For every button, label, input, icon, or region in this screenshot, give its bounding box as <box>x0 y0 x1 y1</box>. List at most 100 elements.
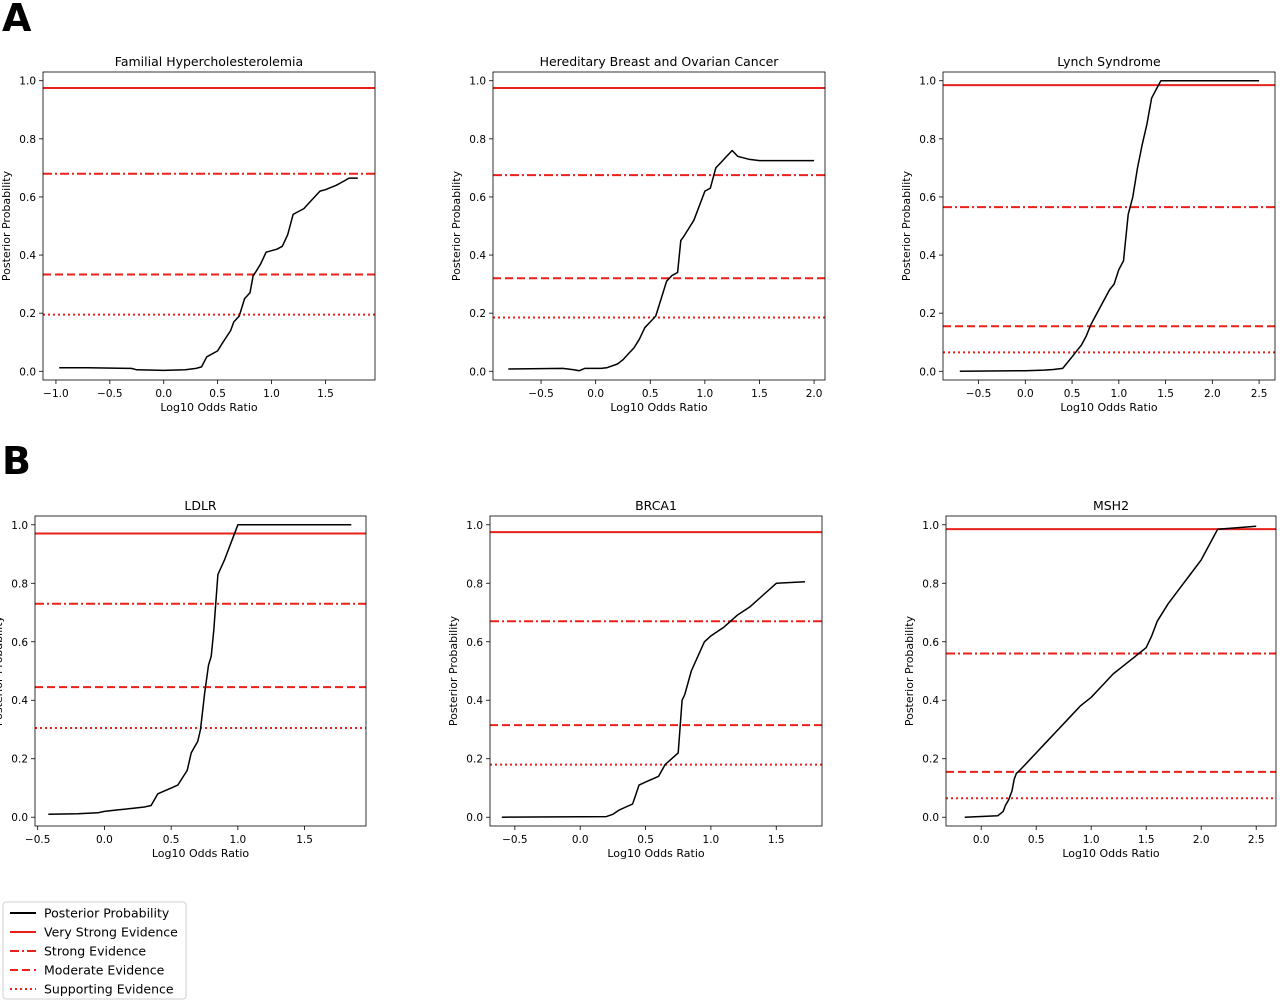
y-tick-label: 1.0 <box>919 76 936 88</box>
x-tick-label: 0.5 <box>1028 834 1045 846</box>
x-tick-label: 1.0 <box>263 388 280 400</box>
x-tick-label: 1.0 <box>230 834 247 846</box>
y-tick-label: 0.0 <box>19 366 36 378</box>
plot-frame <box>42 71 376 381</box>
plot-frame <box>489 515 823 827</box>
panel-letter-a: A <box>2 0 32 40</box>
x-tick-label: 0.5 <box>642 388 659 400</box>
y-tick-label: 0.4 <box>922 695 939 707</box>
x-tick-label: 0.0 <box>587 388 604 400</box>
x-tick-label: 1.5 <box>296 834 313 846</box>
posterior-probability-line <box>959 79 1260 373</box>
x-tick-label: 1.5 <box>317 388 334 400</box>
x-tick-label: 0.0 <box>155 388 172 400</box>
y-tick-label: 0.8 <box>922 578 939 590</box>
x-tick-label: 1.5 <box>768 834 785 846</box>
x-axis-label: Log10 Odds Ratio <box>610 401 708 414</box>
chart-title: LDLR <box>184 498 217 513</box>
y-tick-label: 0.4 <box>11 695 28 707</box>
x-tick-label: −0.5 <box>502 834 528 846</box>
y-tick-label: 0.4 <box>19 250 36 262</box>
y-tick-label: 0.0 <box>919 366 936 378</box>
y-tick-label: 0.2 <box>469 308 486 320</box>
x-tick-label: 2.5 <box>1248 834 1265 846</box>
x-tick-label: 1.5 <box>1138 834 1155 846</box>
y-axis-label: Posterior Probability <box>0 170 13 281</box>
y-tick-label: 0.6 <box>919 192 936 204</box>
x-tick-label: 2.5 <box>1251 388 1268 400</box>
y-tick-label: 1.0 <box>469 76 486 88</box>
x-tick-label: 1.0 <box>697 388 714 400</box>
charts-layer: Familial Hypercholesterolemia −1.0 −0.5 0.0… <box>0 54 1277 860</box>
x-tick-label: 1.5 <box>751 388 768 400</box>
legend-label: Strong Evidence <box>44 944 146 959</box>
posterior-probability-line <box>59 177 358 372</box>
chart-1: Familial Hypercholesterolemia −1.0 −0.5 0.0… <box>0 54 376 414</box>
chart-title: Familial Hypercholesterolemia <box>115 54 303 69</box>
chart-6: MSH2 0.0 0.5 1.0 1.5 2.0 2.5 0.0 0.2 0.4 0.6 0.8 1.0… <box>903 498 1277 860</box>
y-tick-label: 0.8 <box>19 134 36 146</box>
y-axis-label: Posterior Probability <box>0 615 5 726</box>
x-tick-label: 1.0 <box>703 834 720 846</box>
chart-title: Hereditary Breast and Ovarian Cancer <box>540 54 780 69</box>
x-tick-label: −1.0 <box>43 388 69 400</box>
y-tick-label: 1.0 <box>19 76 36 88</box>
y-tick-label: 0.6 <box>19 192 36 204</box>
x-axis-label: Log10 Odds Ratio <box>607 847 705 860</box>
y-tick-label: 0.4 <box>919 250 936 262</box>
x-tick-label: 1.0 <box>1083 834 1100 846</box>
x-tick-label: −0.5 <box>966 388 992 400</box>
legend-frame <box>2 901 187 1000</box>
x-tick-label: 0.0 <box>1017 388 1034 400</box>
x-axis-label: Log10 Odds Ratio <box>160 401 258 414</box>
y-tick-label: 0.4 <box>469 250 486 262</box>
y-axis-label: Posterior Probability <box>900 170 913 281</box>
x-tick-label: 2.0 <box>1193 834 1210 846</box>
y-tick-label: 0.2 <box>11 754 28 766</box>
chart-3: Lynch Syndrome −0.5 0.0 0.5 1.0 1.5 2.0 2.5 0.0 0… <box>900 54 1276 414</box>
x-tick-label: 0.0 <box>973 834 990 846</box>
plot-frame <box>34 515 367 827</box>
y-axis-label: Posterior Probability <box>450 170 463 281</box>
chart-title: BRCA1 <box>635 498 677 513</box>
chart-title: MSH2 <box>1093 498 1129 513</box>
chart-4: LDLR−0.5 0.0 0.5 1.0 1.50.00.20.40.60.81.0Lo… <box>0 498 367 860</box>
plot-frame <box>942 71 1276 381</box>
plot-frame <box>492 71 826 381</box>
chart-2: Hereditary Breast and Ovarian Cancer −0.5… <box>450 54 826 414</box>
y-tick-label: 0.6 <box>922 637 939 649</box>
y-tick-label: 0.4 <box>466 695 483 707</box>
legend-label: Very Strong Evidence <box>44 925 178 940</box>
y-tick-label: 0.0 <box>922 812 939 824</box>
x-axis-label: Log10 Odds Ratio <box>1062 847 1160 860</box>
y-tick-label: 0.2 <box>922 754 939 766</box>
panel-letter-b: B <box>2 439 31 483</box>
y-tick-label: 0.6 <box>466 637 483 649</box>
x-tick-label: 0.5 <box>1064 388 1081 400</box>
x-axis-label: Log10 Odds Ratio <box>1060 401 1158 414</box>
plot-frame <box>945 515 1277 827</box>
x-tick-label: 2.0 <box>1204 388 1221 400</box>
posterior-probability-line <box>964 525 1257 818</box>
y-tick-label: 0.2 <box>19 308 36 320</box>
x-tick-label: 0.5 <box>209 388 226 400</box>
y-axis-label: Posterior Probability <box>903 615 916 726</box>
y-tick-label: 0.8 <box>11 578 28 590</box>
y-tick-label: 0.0 <box>11 812 28 824</box>
x-tick-label: −0.5 <box>528 388 554 400</box>
x-tick-label: 0.5 <box>637 834 654 846</box>
y-tick-label: 0.6 <box>11 637 28 649</box>
legend: Posterior Probability Very Strong Evidenc… <box>2 901 187 1000</box>
y-tick-label: 0.2 <box>919 308 936 320</box>
y-tick-label: 0.8 <box>466 578 483 590</box>
chart-5: BRCA1−0.5 0.0 0.5 1.0 1.50.00.20.40.60.81.0L… <box>447 498 823 860</box>
y-tick-label: 0.8 <box>469 134 486 146</box>
x-tick-label: 0.5 <box>163 834 180 846</box>
posterior-probability-line <box>48 524 352 816</box>
y-tick-label: 1.0 <box>11 520 28 532</box>
y-tick-label: 0.2 <box>466 754 483 766</box>
x-axis-label: Log10 Odds Ratio <box>152 847 250 860</box>
chart-title: Lynch Syndrome <box>1057 54 1161 69</box>
legend-label: Moderate Evidence <box>44 963 165 978</box>
